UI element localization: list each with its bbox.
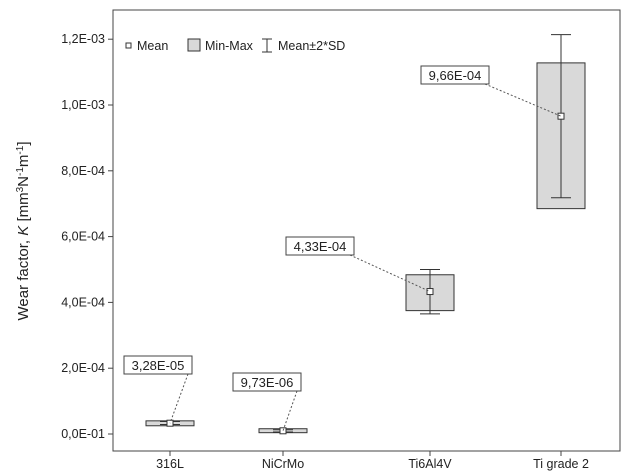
y-tick-label: 0,0E-01 — [61, 427, 105, 441]
legend-mean-marker — [125, 42, 132, 49]
y-axis-label-main: Wear factor, — [15, 236, 32, 321]
y-axis-label-unit-open: [mm — [15, 192, 32, 225]
mean-marker — [426, 288, 434, 296]
series-boxes — [145, 34, 586, 435]
legend-mean-label: Mean — [137, 39, 168, 53]
annotation-box — [123, 355, 193, 375]
y-tick-label: 1,2E-03 — [61, 32, 105, 46]
y-axis-label-italic: K — [15, 225, 32, 236]
y-axis-label-unit-close: ] — [15, 142, 32, 146]
mean-value-label: 9,73E-06 — [241, 375, 294, 390]
y-tick-label: 8,0E-04 — [61, 164, 105, 178]
annotation-box — [285, 236, 355, 256]
y-axis-label-sup1: 3 — [15, 186, 26, 192]
y-tick-label: 2,0E-04 — [61, 361, 105, 375]
y-axis-label: Wear factor, K [mm3N-1m-1] — [15, 142, 33, 321]
annotation-leader — [282, 390, 298, 431]
annotation-leader — [169, 373, 189, 424]
annotation-leader — [349, 254, 431, 292]
x-tick-label: 316L — [156, 457, 184, 471]
legend-whisker-label: Mean±2*SD — [278, 39, 345, 53]
mean-marker — [279, 427, 287, 435]
legend: Mean Min-Max Mean±2*SD — [125, 38, 345, 53]
y-axis-label-sup3: -1 — [15, 145, 26, 154]
y-tick-label: 6,0E-04 — [61, 230, 105, 244]
plot-area-frame — [112, 9, 621, 452]
legend-minmax-label: Min-Max — [205, 39, 254, 53]
y-axis-label-n: N — [15, 176, 32, 187]
mean-marker — [557, 112, 565, 120]
mean-value-label: 3,28E-05 — [132, 358, 185, 373]
x-tick-label: NiCrMo — [262, 457, 304, 471]
annotation-box — [232, 372, 302, 392]
mean-value-label: 9,66E-04 — [429, 68, 482, 83]
x-axis: 316L NiCrMo Ti6Al4V Ti grade 2 — [156, 451, 589, 471]
y-tick-label: 1,0E-03 — [61, 98, 105, 112]
legend-whisker-marker — [262, 38, 272, 53]
mean-value-label: 4,33E-04 — [294, 239, 347, 254]
annotations: 3,28E-05 9,73E-06 4,33E-04 9,66E-04 — [123, 65, 562, 431]
x-tick-label: Ti6Al4V — [408, 457, 452, 471]
x-tick-label: Ti grade 2 — [533, 457, 589, 471]
legend-minmax-marker — [187, 38, 201, 52]
annotation-leader — [484, 83, 562, 117]
y-axis: 0,0E-01 2,0E-04 4,0E-04 6,0E-04 8,0E-04 1,0E-… — [61, 32, 113, 441]
y-tick-label: 4,0E-04 — [61, 295, 105, 309]
y-axis-label-m: m — [15, 155, 32, 168]
y-axis-label-sup2: -1 — [15, 167, 26, 176]
annotation-box — [420, 65, 490, 85]
